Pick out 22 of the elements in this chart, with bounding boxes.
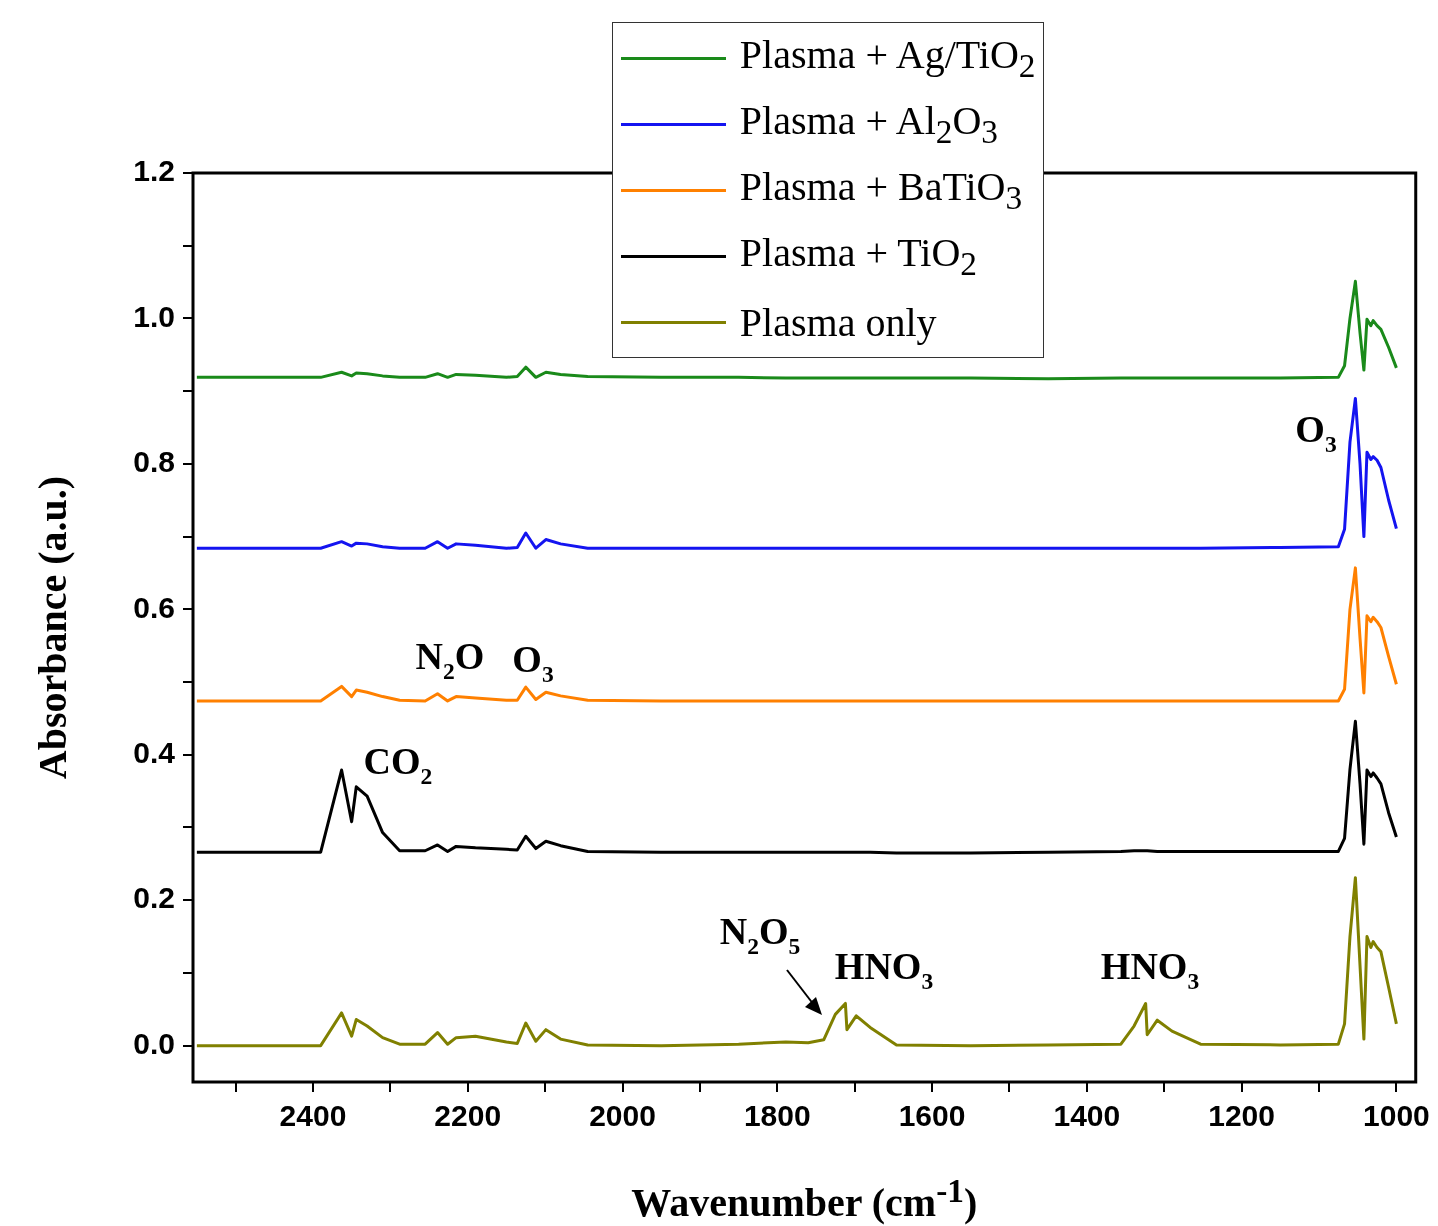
x-tick-label: 1400 bbox=[1053, 1099, 1121, 1133]
legend-label: Plasma + Al$_{2}$O$_{3}$ bbox=[739, 97, 998, 151]
x-tick-label: 1600 bbox=[898, 1099, 966, 1133]
x-tick-label: 1000 bbox=[1363, 1099, 1430, 1133]
y-axis-title: Absorbance (a.u.) bbox=[28, 475, 76, 780]
y-tick-label: 1.0 bbox=[133, 299, 175, 333]
legend-label: Plasma + TiO$_{2}$ bbox=[739, 229, 977, 283]
legend-label: Plasma only bbox=[739, 298, 937, 346]
x-tick-label: 2200 bbox=[434, 1099, 502, 1133]
y-tick-label: 0.4 bbox=[133, 736, 176, 770]
legend-label: Plasma + BaTiO$_{3}$ bbox=[739, 163, 1023, 217]
x-tick-label: 1200 bbox=[1208, 1099, 1275, 1133]
y-tick-label: 0.6 bbox=[133, 590, 175, 624]
y-tick-label: 0.8 bbox=[133, 445, 175, 479]
x-axis-title: Wavenumber (cm$^{-1}$) bbox=[631, 1172, 978, 1226]
x-tick-label: 2400 bbox=[279, 1099, 347, 1133]
x-tick-label: 1800 bbox=[743, 1099, 811, 1133]
y-tick-label: 0.2 bbox=[133, 881, 175, 915]
y-tick-label: 1.2 bbox=[133, 154, 175, 188]
y-tick-label: 0.0 bbox=[133, 1026, 175, 1060]
legend-label: Plasma + Ag/TiO$_{2}$ bbox=[739, 31, 1036, 85]
x-tick-label: 2000 bbox=[589, 1099, 656, 1133]
